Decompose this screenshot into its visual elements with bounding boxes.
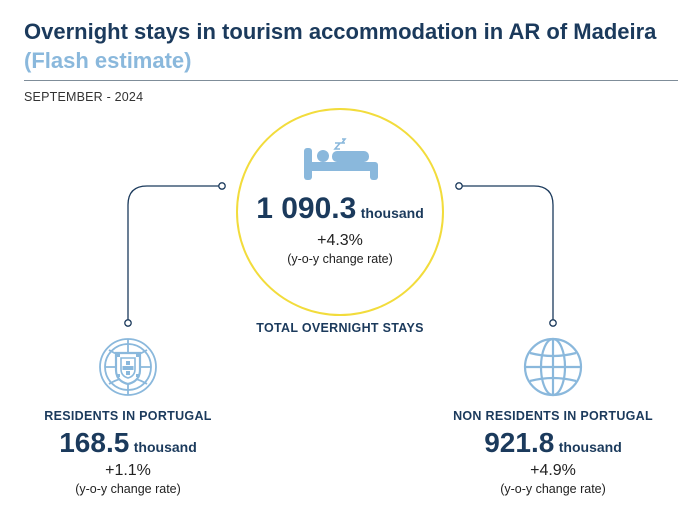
non-residents-label: NON RESIDENTS IN PORTUGAL <box>453 409 653 423</box>
sleeping-bed-icon <box>304 138 378 180</box>
left-connector-dot-top <box>218 182 226 190</box>
non-residents-value: 921.8 thousand <box>423 427 683 459</box>
total-label: TOTAL OVERNIGHT STAYS <box>256 321 424 335</box>
total-unit: thousand <box>360 205 424 221</box>
non-residents-change-rate: +4.9% <box>530 462 576 479</box>
left-connector-dot-bottom <box>124 319 132 327</box>
portugal-emblem-icon <box>99 338 157 396</box>
non-residents-change-note: (y-o-y change rate) <box>500 482 606 496</box>
total-value: 1 090.3 thousand <box>236 192 444 226</box>
total-change-rate: +4.3% <box>317 232 363 249</box>
page-title: Overnight stays in tourism accommodation… <box>24 19 657 44</box>
residents-value: 168.5 thousand <box>0 427 258 459</box>
page-subtitle: (Flash estimate) <box>24 48 192 73</box>
residents-change-rate: +1.1% <box>105 462 151 479</box>
right-connector <box>461 185 554 322</box>
residents-label: RESIDENTS IN PORTUGAL <box>44 409 212 423</box>
left-connector <box>127 185 219 322</box>
total-number: 1 090.3 <box>256 192 357 225</box>
non-residents-number: 921.8 <box>484 427 555 458</box>
total-highlight-circle <box>236 108 444 316</box>
residents-number: 168.5 <box>59 427 130 458</box>
total-change-note: (y-o-y change rate) <box>287 252 393 266</box>
non-residents-unit: thousand <box>558 439 622 455</box>
residents-unit: thousand <box>133 439 197 455</box>
header-divider <box>24 80 678 81</box>
globe-icon <box>523 337 583 397</box>
residents-change-note: (y-o-y change rate) <box>75 482 181 496</box>
reference-period: SEPTEMBER - 2024 <box>24 90 144 104</box>
right-connector-dot-top <box>455 182 463 190</box>
right-connector-dot-bottom <box>549 319 557 327</box>
